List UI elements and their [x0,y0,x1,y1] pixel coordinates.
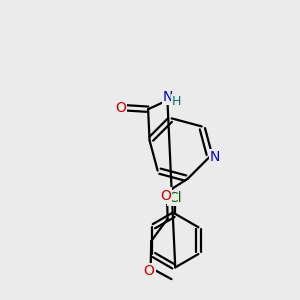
Text: Cl: Cl [169,191,182,205]
Text: O: O [144,264,154,278]
Text: O: O [115,101,126,115]
Text: H: H [172,95,182,108]
Text: N: N [210,150,220,164]
Text: O: O [160,189,171,202]
Text: N: N [163,90,173,104]
